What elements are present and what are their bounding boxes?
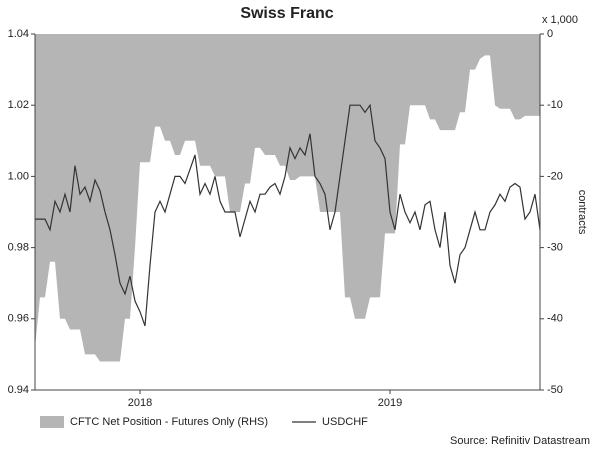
y2-tick-label: -10 (547, 99, 563, 111)
y2-tick-label: -20 (547, 170, 563, 182)
y2-tick-label: -40 (547, 313, 563, 325)
y-tick-label: 1.00 (8, 170, 29, 182)
source: Source: Refinitiv Datastream (450, 435, 590, 447)
legend-label: USDCHF (322, 416, 368, 428)
chart-title: Swiss Franc (240, 5, 333, 22)
y2-axis-label: contracts (576, 190, 588, 235)
y-tick-label: 1.04 (8, 28, 29, 40)
x-tick-label: 2018 (128, 397, 152, 409)
y-tick-label: 0.94 (8, 384, 29, 396)
line (35, 103, 541, 327)
y-tick-label: 0.98 (8, 242, 29, 254)
y-tick-label: 0.96 (8, 313, 29, 325)
y2-tick-label: -50 (547, 384, 563, 396)
legend-swatch (40, 416, 64, 428)
area (35, 34, 540, 362)
y-tick-label: 1.02 (8, 99, 29, 111)
legend-label: CFTC Net Position - Futures Only (RHS) (70, 416, 268, 428)
y2-tick-label: 0 (547, 28, 553, 40)
y2-unit: x 1,000 (542, 14, 578, 26)
y2-tick-label: -30 (547, 242, 563, 254)
x-tick-label: 2019 (378, 397, 402, 409)
